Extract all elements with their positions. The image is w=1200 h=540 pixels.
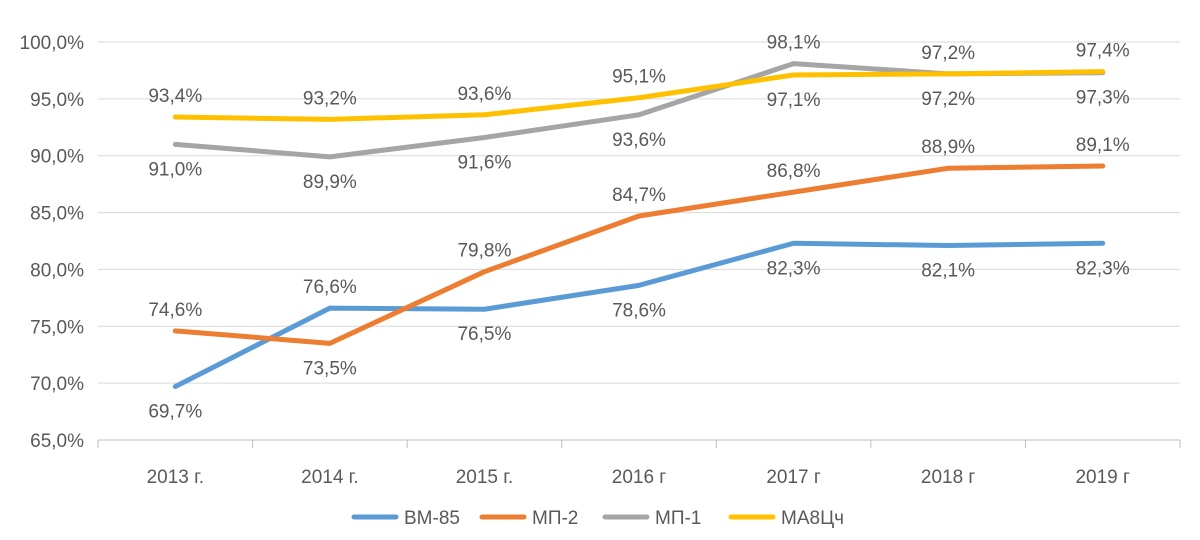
data-label: 93,2%	[303, 88, 357, 109]
legend-label: МП-2	[532, 508, 578, 529]
legend-item: МП-1	[602, 508, 701, 529]
data-label: 89,1%	[1076, 135, 1130, 156]
data-label: 91,0%	[148, 159, 202, 180]
data-label: 88,9%	[921, 137, 975, 158]
series-line-1	[172, 240, 1106, 390]
series-line-2	[172, 163, 1106, 346]
y-tick-label: 65,0%	[30, 431, 84, 452]
y-tick-label: 80,0%	[30, 260, 84, 281]
gridlines	[98, 41, 1180, 441]
data-label: 73,5%	[303, 358, 357, 379]
series-lines	[172, 61, 1106, 390]
y-tick-label: 100,0%	[20, 33, 85, 54]
data-label: 86,8%	[767, 161, 821, 182]
data-label: 89,9%	[303, 172, 357, 193]
y-tick-label: 70,0%	[30, 374, 84, 395]
legend-item: МП-2	[479, 508, 578, 529]
x-axis: 2013 г. 2014 г. 2015 г. 2016 г 2017 г 2018 г 2…	[97, 440, 1181, 488]
data-label: 91,6%	[457, 153, 511, 174]
x-tick-label: 2013 г.	[147, 467, 204, 488]
y-axis: 65,0% 70,0% 75,0% 80,0% 85,0% 90,0% 95,0% 100,0…	[20, 33, 85, 452]
data-label: 93,6%	[612, 130, 666, 151]
x-tick-label: 2017 г	[766, 467, 821, 488]
legend-item: МА8Цч	[728, 508, 844, 529]
x-tick-label: 2015 г.	[456, 467, 513, 488]
data-label: 93,6%	[457, 84, 511, 105]
legend-label: МА8Цч	[781, 508, 844, 529]
data-label: 93,4%	[148, 86, 202, 107]
data-label: 82,3%	[1076, 258, 1130, 279]
y-tick-label: 75,0%	[30, 317, 84, 338]
legend-label: ВМ-85	[404, 508, 460, 529]
legend-item: ВМ-85	[351, 508, 460, 529]
data-label: 97,3%	[1076, 88, 1130, 109]
data-labels: 69,7% 76,6% 76,5% 78,6% 82,3% 82,1% 82,3% 74,6%…	[148, 33, 1129, 423]
data-label: 79,8%	[457, 241, 511, 262]
data-label: 69,7%	[148, 402, 202, 423]
x-tick-label: 2014 г.	[301, 467, 358, 488]
data-label: 98,1%	[767, 33, 821, 54]
data-label: 97,1%	[767, 90, 821, 111]
legend: ВМ-85 МП-2 МП-1 МА8Цч	[351, 508, 844, 529]
data-label: 97,2%	[921, 43, 975, 64]
data-label: 84,7%	[612, 185, 666, 206]
data-label: 97,2%	[921, 89, 975, 110]
data-label: 74,6%	[148, 300, 202, 321]
x-tick-label: 2019 г	[1075, 467, 1130, 488]
x-tick-label: 2016 г	[612, 467, 667, 488]
data-label: 78,6%	[612, 300, 666, 321]
y-tick-label: 90,0%	[30, 147, 84, 168]
data-label: 76,5%	[457, 324, 511, 345]
series-line-4	[172, 69, 1106, 122]
data-label: 82,3%	[767, 258, 821, 279]
y-tick-label: 85,0%	[30, 204, 84, 225]
legend-label: МП-1	[655, 508, 701, 529]
data-label: 97,4%	[1076, 41, 1130, 62]
data-label: 95,1%	[612, 67, 666, 88]
data-label: 82,1%	[921, 261, 975, 282]
x-tick-label: 2018 г	[921, 467, 976, 488]
y-tick-label: 95,0%	[30, 90, 84, 111]
data-label: 76,6%	[303, 277, 357, 298]
